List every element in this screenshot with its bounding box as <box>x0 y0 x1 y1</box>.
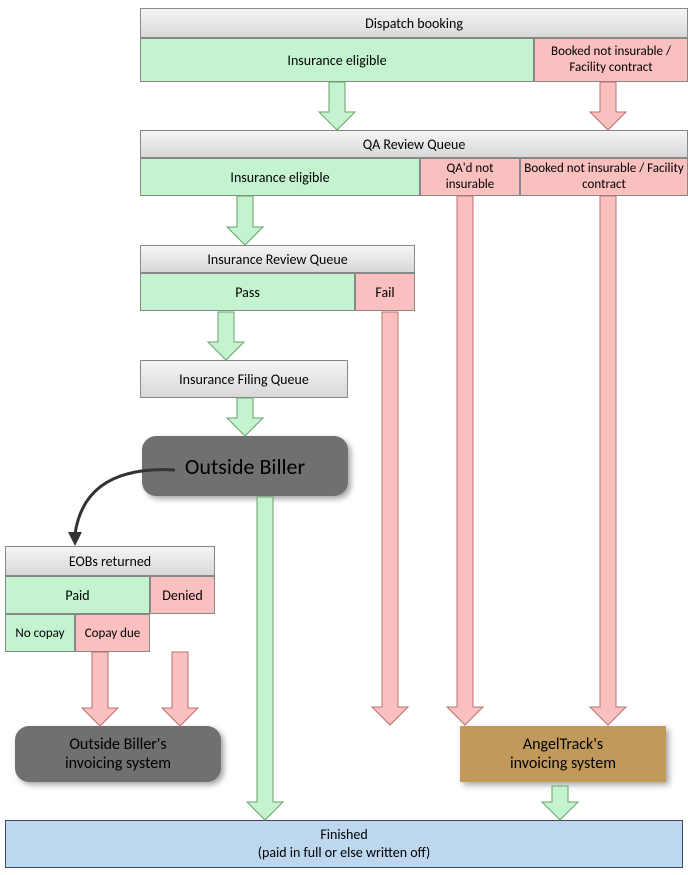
qa-notinsurable: QA'd not insurable <box>420 158 520 196</box>
ifq-title: Insurance Filing Queue <box>140 360 348 398</box>
finished-l1: Finished <box>320 826 367 844</box>
ob-invoice-l2: invoicing system <box>65 754 171 773</box>
qa-facility: Booked not insurable / Facility contract <box>520 158 688 196</box>
eobs-denied: Denied <box>150 576 215 614</box>
at-invoice-l2: invoicing system <box>510 754 616 773</box>
finished-l2: (paid in full or else written off) <box>258 844 431 862</box>
qa-title: QA Review Queue <box>140 130 688 158</box>
dispatch-title: Dispatch booking <box>140 8 688 38</box>
at-invoice: AngelTrack's invoicing system <box>460 726 666 782</box>
eobs-title: EOBs returned <box>5 546 215 576</box>
outside-biller: Outside Biller <box>142 436 348 496</box>
eobs-copaydue: Copay due <box>75 614 150 652</box>
eobs-paid: Paid <box>5 576 150 614</box>
finished: Finished (paid in full or else written o… <box>5 820 683 868</box>
dispatch-notinsurable: Booked not insurable / Facility contract <box>534 38 688 82</box>
dispatch-eligible: Insurance eligible <box>140 38 534 82</box>
eobs-nocopay: No copay <box>5 614 75 652</box>
irq-fail: Fail <box>355 273 415 311</box>
qa-eligible: Insurance eligible <box>140 158 420 196</box>
irq-title: Insurance Review Queue <box>140 245 415 273</box>
irq-pass: Pass <box>140 273 355 311</box>
ob-invoice-l1: Outside Biller's <box>69 735 166 754</box>
ob-invoice: Outside Biller's invoicing system <box>15 726 221 782</box>
at-invoice-l1: AngelTrack's <box>523 735 603 754</box>
